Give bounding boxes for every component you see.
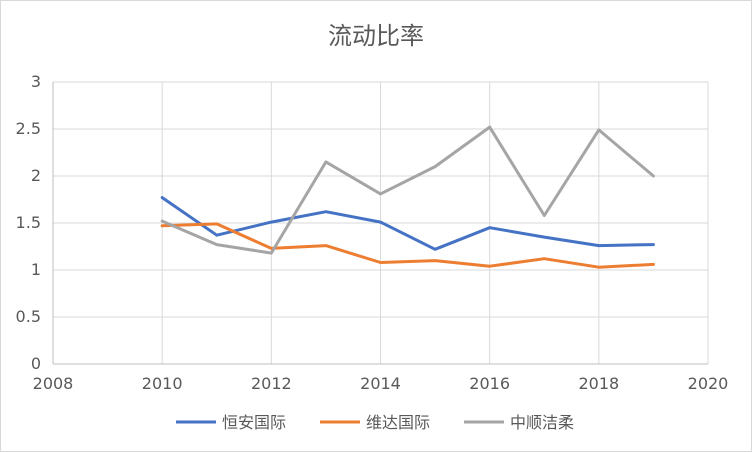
x-tick-labels: 2008 2010 2012 2014 2016 2018 2020 (33, 374, 729, 393)
series-lines (160, 125, 655, 269)
x-tick-label: 2016 (469, 374, 510, 393)
y-tick-label: 2.5 (16, 119, 41, 138)
x-tick-label: 2020 (688, 374, 729, 393)
y-tick-label: 3 (31, 72, 41, 91)
x-tick-label: 2008 (33, 374, 74, 393)
y-tick-labels: 0 0.5 1 1.5 2 2.5 3 (16, 72, 41, 373)
legend-label-3: 中顺洁柔 (510, 413, 574, 432)
axes (52, 82, 708, 365)
series-line-1 (160, 196, 655, 251)
series-line-2 (160, 222, 655, 269)
chart-title: 流动比率 (328, 22, 424, 50)
y-tick-label: 0.5 (16, 307, 41, 326)
legend-label-2: 维达国际 (366, 413, 430, 432)
y-tick-label: 1.5 (16, 213, 41, 232)
y-tick-label: 2 (31, 166, 41, 185)
series-line-3 (160, 125, 655, 255)
x-tick-label: 2014 (360, 374, 401, 393)
legend: 恒安国际 维达国际 中顺洁柔 (176, 413, 574, 432)
y-tick-label: 1 (31, 260, 41, 279)
y-tick-label: 0 (31, 354, 41, 373)
legend-label-1: 恒安国际 (222, 413, 286, 432)
x-tick-label: 2018 (578, 374, 619, 393)
x-tick-label: 2010 (142, 374, 183, 393)
x-tick-label: 2012 (251, 374, 292, 393)
